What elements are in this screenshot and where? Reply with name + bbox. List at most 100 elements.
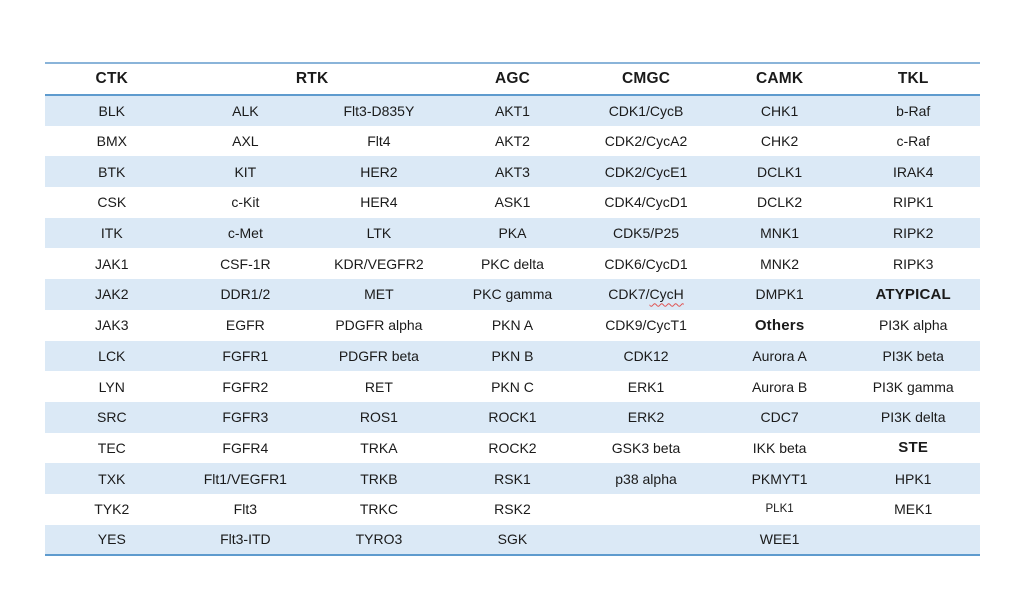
- kinase-cell: AKT1: [494, 102, 530, 119]
- kinase-cell: Flt3: [233, 501, 258, 518]
- kinase-cell: CHK1: [760, 102, 799, 119]
- kinase-cell: LCK: [98, 347, 126, 364]
- kinase-cell: AXL: [232, 133, 259, 150]
- kinase-cell: DDR1/2: [220, 286, 271, 303]
- kinase-cell: Flt3-D835Y: [343, 102, 415, 119]
- table-header: CTK RTK AGC CMGC CAMK TKL: [45, 63, 980, 96]
- kinase-cell: IRAK4: [892, 163, 934, 180]
- kinase-cell: HPK1: [894, 470, 932, 487]
- kinase-cell: PKN C: [491, 378, 534, 395]
- kinase-cell: c-Kit: [231, 194, 260, 211]
- kinase-cell: CDK6/CycD1: [604, 255, 688, 272]
- kinase-cell: DMPK1: [755, 286, 804, 303]
- table-body: BLK ALK Flt3-D835Y AKT1 CDK1/CycB CHK1 b-Raf BM…: [45, 95, 980, 556]
- kinase-cell: PKA: [498, 225, 527, 242]
- kinase-cell: TEC: [97, 439, 126, 456]
- kinase-cell: STE: [898, 439, 929, 457]
- kinase-cell: LTK: [366, 225, 392, 242]
- kinase-cell: CDK9/CycT1: [605, 317, 687, 334]
- kinase-cell: Flt1/VEGFR1: [203, 470, 287, 487]
- kinase-cell: PKN B: [491, 347, 534, 364]
- kinase-cell: Others: [754, 316, 805, 334]
- kinase-cell: AKT2: [494, 133, 530, 150]
- kinase-cell: ALK: [232, 102, 259, 119]
- kinase-cell: ERK2: [627, 409, 665, 426]
- kinase-cell: TYRO3: [355, 531, 403, 548]
- kinase-cell: BLK: [98, 102, 126, 119]
- kinase-cell: FGFR1: [222, 347, 269, 364]
- kinase-cell: MEK1: [894, 501, 933, 518]
- kinase-cell: WEE1: [759, 531, 800, 548]
- kinase-cell: RIPK2: [892, 225, 934, 242]
- kinase-cell: CDK1/CycB: [608, 102, 684, 119]
- column-header-tkl: TKL: [846, 63, 980, 96]
- kinase-cell: PI3K alpha: [878, 317, 948, 334]
- kinase-cell: PKC gamma: [472, 286, 553, 303]
- kinase-cell: GSK3 beta: [611, 439, 681, 456]
- kinase-cell: ATYPICAL: [875, 285, 951, 303]
- kinase-cell: b-Raf: [896, 102, 931, 119]
- kinase-cell: TRKC: [359, 501, 398, 518]
- kinase-cell: MNK2: [760, 255, 800, 272]
- table-row: LYN FGFR2 RET PKN C ERK1 Aurora B PI3K gamma: [45, 371, 980, 402]
- table-row: BLK ALK Flt3-D835Y AKT1 CDK1/CycB CHK1 b-Raf: [45, 95, 980, 126]
- kinase-cell: CDK2/CycE1: [604, 163, 688, 180]
- table-row: JAK1 CSF-1R KDR/VEGFR2 PKC delta CDK6/CycD1 M…: [45, 248, 980, 280]
- kinase-cell: JAK3: [95, 317, 129, 334]
- column-header-rtk: RTK: [178, 63, 446, 96]
- kinase-cell: CDK2/CycA2: [604, 133, 688, 150]
- table-row: BMX AXL Flt4 AKT2 CDK2/CycA2 CHK2 c-Raf: [45, 125, 980, 157]
- column-header-cmgc: CMGC: [579, 63, 713, 96]
- table-row: JAK2 DDR1/2 MET PKC gamma CDK7/CycH DMPK1 ATYP…: [45, 279, 980, 310]
- kinase-cell: HER4: [360, 194, 398, 211]
- table-row: YES Flt3-ITD TYRO3 SGK WEE1: [45, 524, 980, 556]
- table-row: LCK FGFR1 PDGFR beta PKN B CDK12 Aurora A PI3K…: [45, 340, 980, 372]
- header-row: CTK RTK AGC CMGC CAMK TKL: [45, 63, 980, 96]
- kinase-cell: RSK2: [494, 501, 531, 518]
- kinase-cell: JAK1: [95, 255, 129, 272]
- kinase-cell: RIPK3: [892, 255, 934, 272]
- kinase-cell: RSK1: [494, 470, 531, 487]
- table-row: CSK c-Kit HER4 ASK1 CDK4/CycD1 DCLK2 RIPK1: [45, 187, 980, 218]
- kinase-cell: BTK: [98, 163, 126, 180]
- kinase-cell: JAK2: [95, 286, 129, 303]
- column-header-agc: AGC: [445, 63, 580, 96]
- kinase-cell: ROCK1: [488, 409, 537, 426]
- kinase-cell: YES: [97, 531, 126, 548]
- kinase-cell: Flt3-ITD: [220, 531, 271, 548]
- kinase-cell: CDK4/CycD1: [604, 194, 688, 211]
- kinase-cell: Flt4: [367, 133, 391, 150]
- kinase-cell: KDR/VEGFR2: [334, 255, 424, 272]
- kinase-cell: DCLK1: [757, 163, 803, 180]
- column-header-camk: CAMK: [712, 63, 847, 96]
- kinase-family-table: CTK RTK AGC CMGC CAMK TKL BLK ALK Flt3-D835Y AKT…: [45, 62, 980, 557]
- kinase-cell: SRC: [97, 409, 127, 426]
- kinase-cell: PI3K beta: [882, 347, 944, 364]
- kinase-cell: Aurora A: [752, 347, 807, 364]
- kinase-cell: CSK: [97, 194, 127, 211]
- kinase-cell: CDK5/P25: [612, 225, 680, 242]
- column-header-ctk: CTK: [45, 63, 179, 96]
- kinase-cell: SGK: [497, 531, 528, 548]
- table-row: JAK3 EGFR PDGFR alpha PKN A CDK9/CycT1 Others…: [45, 309, 980, 341]
- kinase-cell: c-Raf: [896, 133, 930, 150]
- kinase-cell: PI3K delta: [880, 409, 946, 426]
- table-row: SRC FGFR3 ROS1 ROCK1 ERK2 CDC7 PI3K delta: [45, 401, 980, 433]
- kinase-cell: DCLK2: [757, 194, 803, 211]
- kinase-cell: PKMYT1: [751, 470, 808, 487]
- kinase-cell: [846, 525, 980, 556]
- kinase-cell: CDK7/CycH: [608, 286, 684, 303]
- kinase-cell: ITK: [100, 225, 123, 242]
- kinase-cell: KIT: [234, 163, 257, 180]
- kinase-cell: BMX: [96, 133, 127, 150]
- kinase-cell: PLK1: [765, 503, 794, 516]
- kinase-cell: [579, 494, 713, 525]
- kinase-cell: MET: [364, 286, 394, 303]
- kinase-cell: ROCK2: [488, 439, 537, 456]
- table-row: TEC FGFR4 TRKA ROCK2 GSK3 beta IKK beta STE: [45, 432, 980, 464]
- kinase-cell: ROS1: [359, 409, 398, 426]
- kinase-cell: HER2: [360, 163, 398, 180]
- kinase-cell: CDK12: [623, 347, 669, 364]
- kinase-cell: CHK2: [760, 133, 799, 150]
